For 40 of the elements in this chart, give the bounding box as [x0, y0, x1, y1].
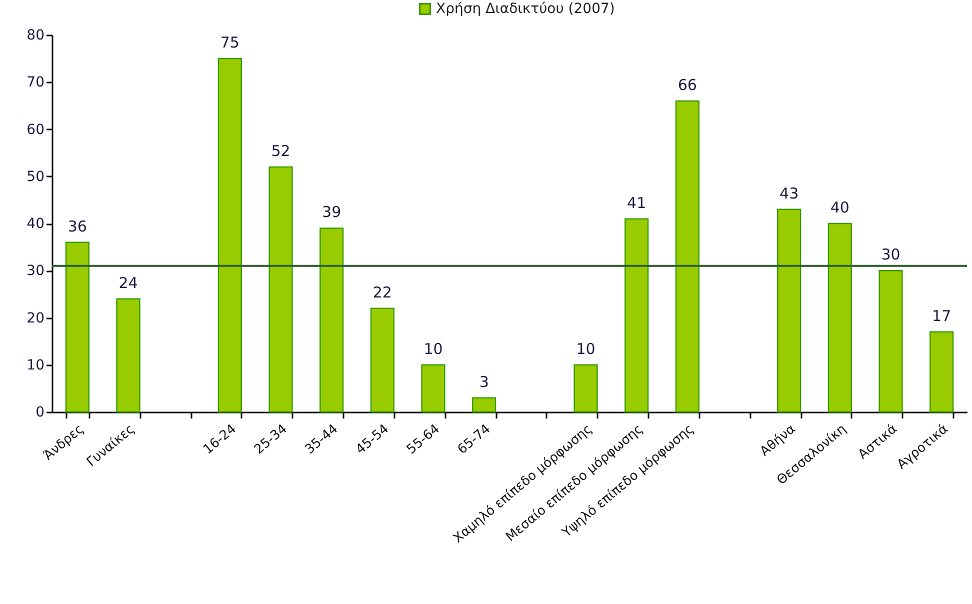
bar — [828, 222, 852, 413]
y-tick-label: 50 — [26, 168, 44, 185]
y-tick-label: 70 — [26, 74, 44, 91]
bar — [370, 308, 394, 413]
bar — [320, 228, 344, 413]
data-label: 22 — [372, 283, 392, 302]
bar — [574, 364, 598, 413]
data-label: 66 — [678, 76, 697, 94]
data-label: 41 — [627, 194, 646, 212]
bar — [65, 242, 90, 413]
y-tick-label: 80 — [26, 28, 44, 44]
data-label: 30 — [881, 246, 900, 264]
data-label: 43 — [780, 184, 799, 202]
data-label: 10 — [424, 340, 443, 358]
data-label: 10 — [576, 340, 596, 358]
data-label: 39 — [322, 203, 342, 222]
bar — [421, 364, 446, 413]
bar — [675, 100, 700, 413]
legend-label: Χρήση Διαδικτύου (2007) — [436, 1, 615, 17]
bar — [878, 270, 903, 413]
data-label: 52 — [271, 142, 290, 160]
bar — [624, 218, 649, 413]
y-tick-label: 10 — [26, 357, 44, 374]
bar — [472, 397, 496, 413]
data-label: 36 — [68, 217, 87, 236]
data-label: 17 — [932, 306, 952, 325]
y-tick-label: 40 — [26, 216, 44, 232]
data-label: 3 — [479, 372, 489, 391]
bar — [218, 58, 242, 413]
y-tick-label: 60 — [26, 122, 44, 138]
bar — [116, 298, 140, 413]
bar — [930, 331, 954, 413]
y-tick-label: 20 — [26, 310, 44, 326]
y-tick-label: 0 — [36, 404, 44, 420]
bar — [268, 166, 293, 413]
data-label: 75 — [220, 34, 240, 52]
bar — [777, 208, 802, 413]
y-tick-label: 30 — [26, 263, 44, 280]
data-label: 40 — [830, 198, 850, 216]
data-label: 24 — [118, 274, 138, 292]
